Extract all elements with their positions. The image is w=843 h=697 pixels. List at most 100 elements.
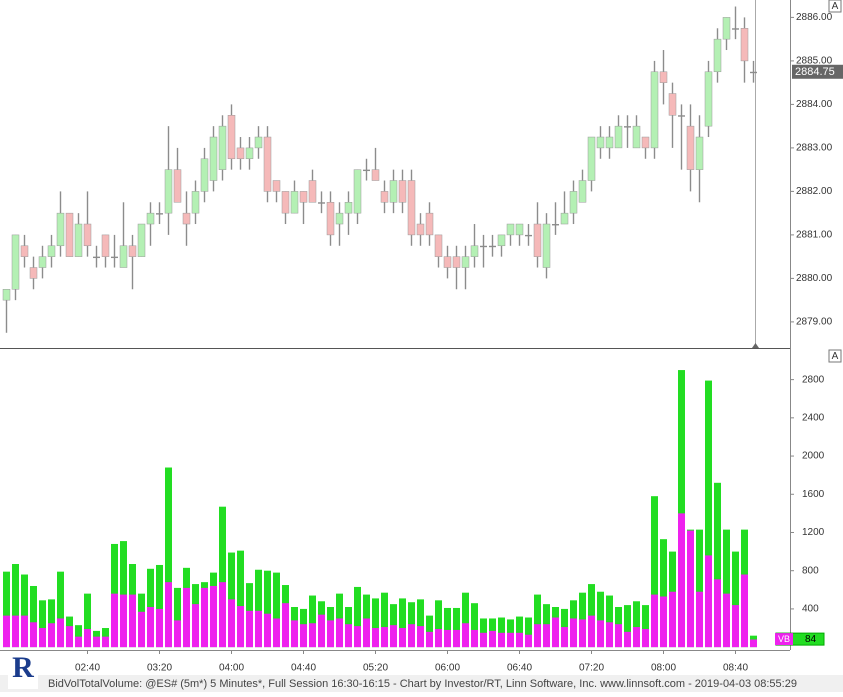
candle-body [470,245,479,257]
volume-bar [84,593,91,648]
candle-body [578,180,587,203]
candle-body [569,191,578,214]
candle-body [299,191,308,203]
volume-bar [192,604,199,648]
volume-bar [678,513,685,648]
volume-bar [606,595,613,648]
candle-body [164,169,173,214]
volume-bar [588,615,595,648]
last-price-box [792,64,843,79]
candle-body [659,71,668,83]
volume-bar [579,619,586,648]
volume-bar [732,605,739,648]
panel-button[interactable] [828,349,842,363]
y-tick-label: 2886.00 [796,12,833,23]
candle-body [389,180,398,203]
volume-bar [444,607,451,648]
x-tick-label: 04:00 [219,663,244,674]
x-tick-label: 06:00 [435,663,460,674]
volume-bar [705,555,712,648]
candle-body [146,212,155,225]
candle-body [533,223,542,257]
volume-bar [525,617,532,648]
volume-bar [633,627,640,648]
candle-body [407,180,416,236]
candle-body [156,213,163,215]
volume-bar [345,624,352,648]
volume-bar [750,639,757,648]
candle-body [29,267,38,279]
volume-bar [228,599,235,648]
last-price-label: 2884.75 [795,66,835,78]
candle-body [605,136,614,149]
candle-body [65,212,74,257]
y-tick-label: 400 [802,604,819,615]
panel-button-label[interactable]: A [832,1,839,12]
candle-body [668,93,677,116]
cursor-marker [752,343,759,348]
volume-bar [57,618,64,648]
candle-body [2,289,11,301]
candle-body [425,212,434,236]
volume-bar [12,615,19,648]
volume-bar [147,607,154,648]
volume-bar [318,614,325,648]
candle-body [20,245,29,257]
volume-bar [471,603,478,648]
candle-body [236,147,245,160]
volume-bar [615,624,622,648]
volume-bar [597,591,604,648]
logo: R [12,651,34,684]
volume-bar [354,626,361,648]
x-tick-label: 04:40 [291,663,316,674]
candle-body [641,136,650,149]
volume-bar [705,380,712,648]
y-tick-label: 2884.00 [796,99,833,110]
volume-bar [75,636,82,648]
candle-body [38,256,47,268]
volume-bar [210,585,217,648]
volume-bar [525,634,532,648]
volume-bar [39,600,46,648]
candle-body [191,191,200,214]
volume-bar [156,564,163,648]
panel-button-label[interactable]: A [832,351,839,362]
candle-body [326,202,335,236]
candle-body [182,212,191,225]
volume-bar [417,626,424,648]
volume-bar [552,617,559,648]
volume-bar [723,529,730,648]
candle-body [452,256,461,268]
volume-bar [282,603,289,648]
volume-bar [129,594,136,648]
x-tick-label: 08:40 [723,663,748,674]
candle-body [209,136,218,181]
volume-bar [111,593,118,648]
volume-bar [624,631,631,648]
volume-bar [381,627,388,648]
volume-bar [165,467,172,648]
candle-body [380,191,389,203]
y-tick-label: 800 [802,565,819,576]
panel-button[interactable] [828,0,842,13]
volume-bar [678,370,685,648]
volume-bar [363,618,370,648]
status-bar [0,675,843,692]
y-tick-label: 2800 [802,374,825,385]
volume-bar [435,600,442,648]
volume-bar [399,598,406,648]
candle-body [443,256,452,268]
volume-bar [462,592,469,648]
candle-body [480,245,487,248]
volume-bar [624,605,631,648]
candle-body [489,245,496,248]
volume-bar [669,591,676,648]
volume-bar [354,586,361,648]
volume-bar [57,571,64,648]
volume-bar [417,599,424,648]
current-value-label: 84 [805,634,817,645]
volume-bar [300,624,307,648]
volume-bar [723,593,730,648]
volume-bar [534,624,541,648]
volume-bar [714,579,721,648]
